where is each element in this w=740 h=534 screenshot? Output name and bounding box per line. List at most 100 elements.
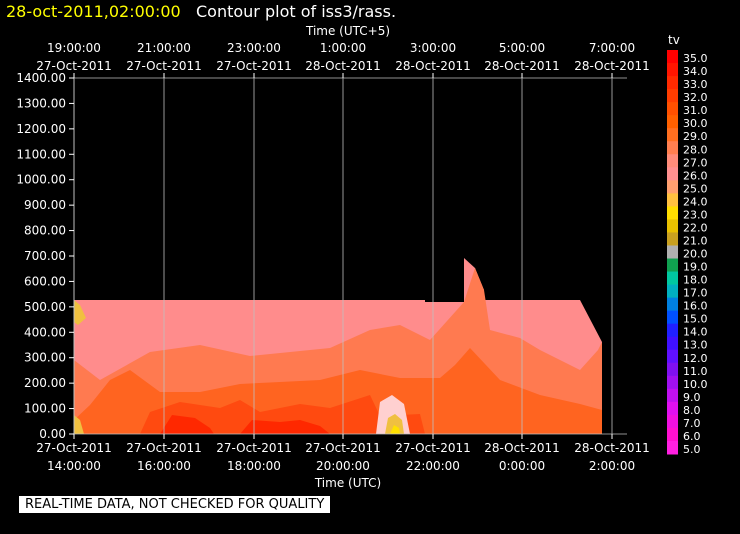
colorbar: tv35.034.033.032.031.030.029.028.027.026…: [667, 33, 708, 456]
axes: 0.00 100.00 200.00 300.00 400.00 500.00 600.00…: [16, 24, 649, 490]
x-top-time-0: 19:00:00: [47, 41, 101, 55]
colorbar-value-21: 14.0: [683, 326, 708, 339]
colorbar-value-22: 13.0: [683, 339, 708, 352]
colorbar-value-5: 30.0: [683, 117, 708, 130]
colorbar-value-20: 15.0: [683, 313, 708, 326]
x-bottom-date-1: 27-Oct-2011: [126, 441, 202, 455]
colorbar-value-7: 28.0: [683, 143, 708, 156]
colorbar-swatch-22: [667, 336, 678, 351]
contour-region-red-2: [240, 420, 330, 434]
colorbar-swatch-15: [667, 245, 678, 260]
colorbar-value-27: 8.0: [683, 404, 701, 417]
colorbar-swatch-0: [667, 50, 678, 64]
colorbar-swatch-9: [667, 167, 678, 181]
colorbar-value-18: 17.0: [683, 287, 708, 300]
colorbar-swatch-10: [667, 180, 678, 194]
x-bottom-date-6: 28-Oct-2011: [574, 441, 650, 455]
contour-region-deep-orange: [140, 395, 425, 434]
colorbar-value-28: 7.0: [683, 417, 701, 430]
colorbar-label: tv: [668, 33, 680, 47]
colorbar-value-6: 29.0: [683, 130, 708, 143]
contour-region-left-bottom: [74, 415, 84, 434]
x-top-date-3: 28-Oct-2011: [305, 59, 381, 73]
colorbar-swatch-16: [667, 258, 678, 273]
x-top-time-6: 7:00:00: [589, 41, 635, 55]
colorbar-swatch-29: [667, 427, 678, 442]
x-bottom-time-3: 20:00:00: [316, 459, 370, 473]
colorbar-value-13: 22.0: [683, 221, 708, 234]
x-bottom-axis-label: Time (UTC): [314, 476, 381, 490]
colorbar-swatch-27: [667, 401, 678, 416]
colorbar-swatch-20: [667, 310, 678, 325]
y-tick-label-14: 1400.00: [16, 71, 66, 85]
colorbar-value-19: 16.0: [683, 300, 708, 313]
y-tick-label-3: 300.00: [24, 351, 66, 365]
x-bottom-date-5: 28-Oct-2011: [484, 441, 560, 455]
contour-region-left-edge: [74, 300, 86, 325]
colorbar-swatch-3: [667, 89, 678, 103]
x-top-date-2: 27-Oct-2011: [216, 59, 292, 73]
colorbar-swatch-1: [667, 63, 678, 77]
colorbar-value-23: 12.0: [683, 352, 708, 365]
colorbar-value-10: 25.0: [683, 182, 708, 195]
y-tick-label-6: 600.00: [24, 274, 66, 288]
colorbar-swatch-26: [667, 388, 678, 403]
colorbar-value-15: 20.0: [683, 248, 708, 261]
y-tick-label-1: 100.00: [24, 402, 66, 416]
x-bottom-date-3: 27-Oct-2011: [305, 441, 381, 455]
x-bottom-time-6: 2:00:00: [589, 459, 635, 473]
colorbar-swatch-14: [667, 232, 678, 246]
colorbar-value-9: 26.0: [683, 169, 708, 182]
colorbar-value-3: 32.0: [683, 91, 708, 104]
colorbar-swatch-18: [667, 284, 678, 299]
colorbar-value-16: 19.0: [683, 261, 708, 274]
colorbar-swatch-28: [667, 414, 678, 429]
x-top-time-4: 3:00:00: [410, 41, 456, 55]
colorbar-value-11: 24.0: [683, 195, 708, 208]
x-top-date-0: 27-Oct-2011: [36, 59, 112, 73]
x-top-time-2: 23:00:00: [227, 41, 281, 55]
colorbar-value-17: 18.0: [683, 274, 708, 287]
colorbar-swatch-5: [667, 115, 678, 129]
colorbar-value-12: 23.0: [683, 208, 708, 221]
x-bottom-time-2: 18:00:00: [227, 459, 281, 473]
x-bottom-time-0: 14:00:00: [47, 459, 101, 473]
x-bottom-time-1: 16:00:00: [137, 459, 191, 473]
colorbar-value-2: 33.0: [683, 78, 708, 91]
colorbar-value-8: 27.0: [683, 156, 708, 169]
colorbar-swatch-7: [667, 141, 678, 155]
colorbar-value-14: 21.0: [683, 234, 708, 247]
colorbar-swatch-25: [667, 375, 678, 390]
y-tick-label-12: 1200.00: [16, 122, 66, 136]
colorbar-value-25: 10.0: [683, 378, 708, 391]
colorbar-swatch-8: [667, 154, 678, 168]
colorbar-swatch-6: [667, 128, 678, 142]
colorbar-swatch-30: [667, 440, 678, 455]
y-tick-label-5: 500.00: [24, 300, 66, 314]
y-tick-label-7: 700.00: [24, 249, 66, 263]
y-tick-label-0: 0.00: [39, 427, 66, 441]
y-tick-label-11: 1100.00: [16, 147, 66, 161]
contour-field: [74, 258, 602, 434]
y-tick-label-4: 400.00: [24, 325, 66, 339]
colorbar-value-1: 34.0: [683, 65, 708, 78]
colorbar-swatch-4: [667, 102, 678, 116]
x-top-time-1: 21:00:00: [137, 41, 191, 55]
x-top-time-3: 1:00:00: [320, 41, 366, 55]
colorbar-value-26: 9.0: [683, 391, 701, 404]
colorbar-swatch-21: [667, 323, 678, 338]
x-bottom-time-4: 22:00:00: [406, 459, 460, 473]
x-bottom-date-2: 27-Oct-2011: [216, 441, 292, 455]
y-tick-label-9: 900.00: [24, 198, 66, 212]
title-date: 28-oct-2011,02:00:00: [6, 2, 181, 21]
quality-notice: REAL-TIME DATA, NOT CHECKED FOR QUALITY: [19, 496, 331, 513]
x-top-date-1: 27-Oct-2011: [126, 59, 202, 73]
colorbar-swatch-11: [667, 193, 678, 207]
colorbar-swatch-19: [667, 297, 678, 312]
x-top-date-6: 28-Oct-2011: [574, 59, 650, 73]
colorbar-value-4: 31.0: [683, 104, 708, 117]
colorbar-value-30: 5.0: [683, 443, 701, 456]
y-tick-label-10: 1000.00: [16, 173, 66, 187]
colorbar-swatch-23: [667, 349, 678, 364]
